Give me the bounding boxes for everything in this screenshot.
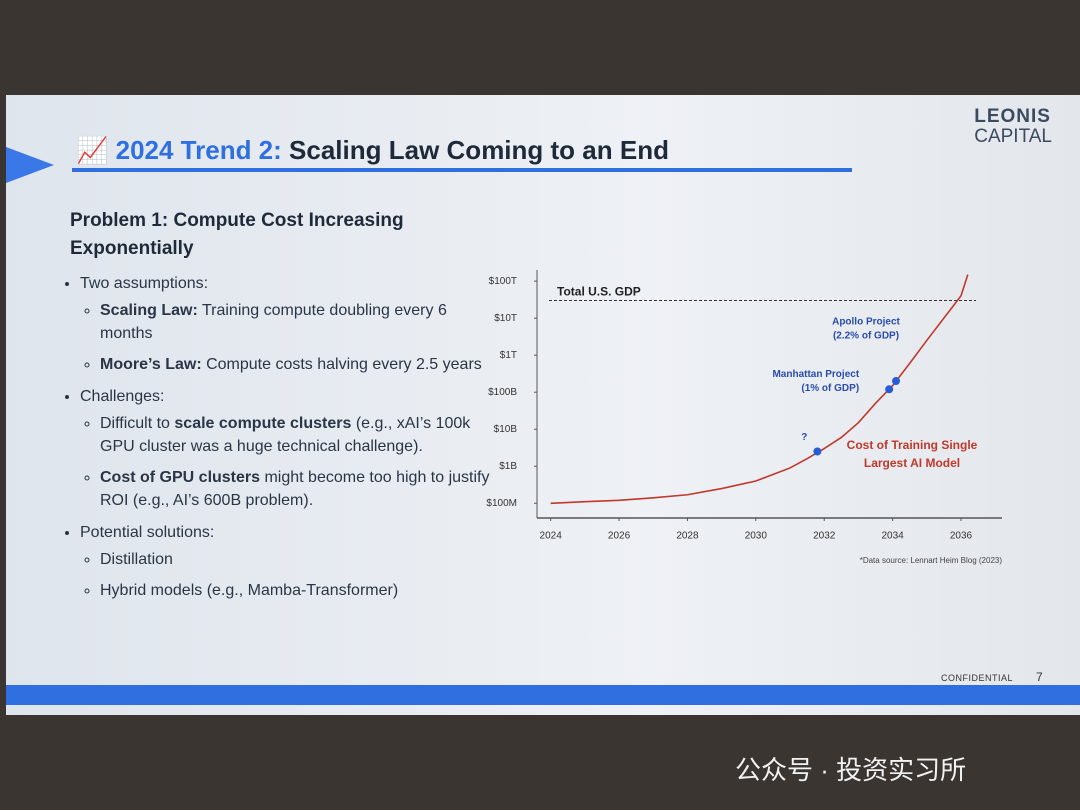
- point-label: ?: [801, 432, 807, 443]
- footer-bar: [6, 685, 1080, 705]
- sub-list: Distillation Hybrid models (e.g., Mamba-T…: [80, 548, 490, 602]
- text: Compute costs halving every 2.5 years: [201, 356, 482, 373]
- y-tick-label: $100B: [488, 387, 517, 398]
- slide: 📈 2024 Trend 2: Scaling Law Coming to an…: [6, 95, 1080, 715]
- y-tick-label: $100T: [489, 276, 517, 287]
- y-tick-label: $1B: [499, 461, 517, 472]
- bullet: Challenges: Difficult to scale compute cl…: [80, 388, 490, 512]
- bullet-text: Challenges:: [80, 388, 165, 405]
- series-label: Cost of Training Single: [847, 438, 978, 452]
- logo-line: LEONIS: [974, 106, 1051, 127]
- title-rest: Scaling Law Coming to an End: [289, 135, 669, 165]
- bold-text: Cost of GPU clusters: [100, 469, 261, 486]
- x-tick-label: 2028: [676, 531, 699, 542]
- sub-list: Difficult to scale compute clusters (e.g…: [80, 412, 490, 512]
- reference-label: Total U.S. GDP: [557, 285, 641, 299]
- bold-text: scale compute clusters: [174, 415, 352, 432]
- x-tick-label: 2034: [881, 531, 904, 542]
- page-number: 7: [1036, 670, 1043, 684]
- chevron: [6, 147, 54, 183]
- x-tick-label: 2026: [608, 531, 631, 542]
- text: (e.g., xAI’s 100k GPU cluster was a huge…: [100, 415, 471, 455]
- logo: LEONIS CAPITAL: [974, 107, 1052, 147]
- text: might become too high to justify ROI (e.…: [100, 469, 490, 509]
- series-label: Largest AI Model: [864, 456, 960, 470]
- title-underline: [72, 168, 852, 172]
- bold-text: Scaling Law:: [100, 302, 198, 319]
- bullet-list: Two assumptions: Scaling Law: Training co…: [62, 275, 490, 614]
- logo-line: CAPITAL: [974, 126, 1052, 147]
- text: Hybrid models (e.g., Mamba-Transformer): [100, 582, 399, 599]
- point: [813, 447, 822, 456]
- text: Difficult to: [100, 415, 175, 432]
- footer: CONFIDENTIAL: [941, 673, 1014, 683]
- bold-text: Moore’s Law:: [100, 356, 202, 373]
- x-tick-label: 2024: [540, 531, 563, 542]
- x-tick-label: 2032: [813, 531, 836, 542]
- y-tick-label: $1T: [500, 350, 517, 361]
- sub-bullet: Distillation: [100, 548, 490, 571]
- heading: Problem 1: Compute Cost Increasing Expon…: [70, 210, 404, 259]
- sub-bullet: Difficult to scale compute clusters (e.g…: [100, 412, 490, 458]
- title-icon: 📈: [76, 135, 109, 165]
- y-tick-label: $10B: [494, 424, 518, 435]
- y-tick-label: $100M: [486, 498, 517, 509]
- point-label: Apollo Project: [832, 317, 900, 328]
- y-tick-label: $10T: [494, 313, 517, 324]
- sub-bullet: Scaling Law: Training compute doubling e…: [100, 299, 490, 345]
- sub-bullet: Moore’s Law: Compute costs halving every…: [100, 353, 490, 376]
- x-tick-label: 2036: [950, 531, 973, 542]
- bullet: Potential solutions: Distillation Hybrid m…: [80, 524, 490, 602]
- bullet-text: Two assumptions:: [80, 275, 209, 292]
- slide-title: 📈 2024 Trend 2: Scaling Law Coming to an…: [76, 135, 669, 166]
- x-tick-label: 2030: [745, 531, 768, 542]
- text: Training compute doubling every 6 months: [100, 302, 447, 342]
- sub-bullet: Hybrid models (e.g., Mamba-Transformer): [100, 579, 490, 602]
- point-label: Manhattan Project: [772, 369, 859, 380]
- source-note: *Data source: Lennart Heim Blog (2023): [860, 556, 1003, 565]
- point: [885, 385, 894, 394]
- sub-list: Scaling Law: Training compute doubling e…: [80, 299, 490, 376]
- bullet-text: Potential solutions:: [80, 524, 215, 541]
- bullet: Two assumptions: Scaling Law: Training co…: [80, 275, 490, 376]
- sub-bullet: Cost of GPU clusters might become too hi…: [100, 466, 490, 512]
- watermark: 公众号 · 投资实习所: [735, 755, 967, 785]
- point-label: (2.2% of GDP): [833, 331, 899, 342]
- title-highlight: 2024 Trend 2:: [115, 135, 282, 165]
- point-label: (1% of GDP): [801, 383, 859, 394]
- text: Distillation: [100, 551, 173, 568]
- point: [892, 377, 901, 386]
